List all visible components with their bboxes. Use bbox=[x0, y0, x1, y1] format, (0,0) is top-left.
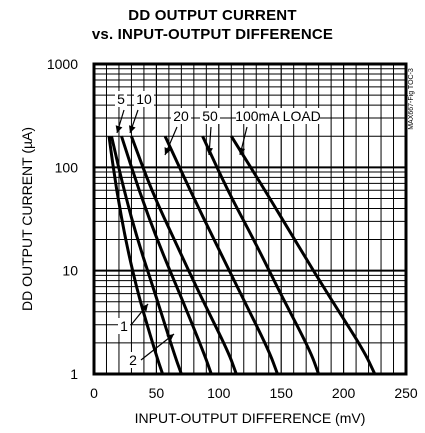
series-curve-5 bbox=[163, 135, 279, 375]
annotation-label-7: 100mA LOAD bbox=[235, 108, 321, 124]
series-curve-1 bbox=[107, 135, 165, 375]
x-tick-label: 150 bbox=[270, 385, 294, 401]
x-tick-label: 50 bbox=[149, 385, 165, 401]
annotation-label-4: 10 bbox=[136, 91, 152, 107]
annotation-arrowhead bbox=[115, 125, 123, 133]
x-tick-label: 250 bbox=[394, 385, 418, 401]
figure-id: MAX667-Fig TOC-3 bbox=[408, 68, 415, 130]
data-curves bbox=[107, 135, 377, 375]
annotation-arrowhead bbox=[140, 304, 148, 312]
annotation-label-3: 5 bbox=[117, 91, 125, 107]
annotation-arrowhead bbox=[166, 334, 174, 342]
annotation-backdrop bbox=[134, 91, 154, 107]
annotation-arrowhead bbox=[206, 147, 213, 155]
series-curve-4 bbox=[129, 135, 238, 375]
series-curve-3 bbox=[120, 135, 213, 375]
x-axis-label: INPUT-OUTPUT DIFFERENCE (mV) bbox=[135, 410, 366, 426]
x-tick-label: 100 bbox=[207, 385, 231, 401]
plot-frame bbox=[92, 62, 408, 376]
y-tick-label: 1000 bbox=[47, 56, 78, 72]
series-curve-2 bbox=[110, 135, 183, 375]
annotation-backdrop bbox=[171, 108, 191, 124]
annotation-label-1: 1 bbox=[120, 318, 128, 334]
annotation-backdrop bbox=[118, 318, 130, 334]
annotation-pointer bbox=[140, 333, 175, 361]
series-curve-7 bbox=[230, 135, 377, 375]
y-axis-label: DD OUTPUT CURRENT (µA) bbox=[19, 127, 35, 311]
y-tick-label: 10 bbox=[62, 263, 78, 279]
annotation-label-5: 20 bbox=[173, 108, 189, 124]
annotation-label-2: 2 bbox=[129, 352, 137, 368]
annotation-arrowhead bbox=[164, 147, 171, 155]
y-tick-label: 100 bbox=[55, 159, 79, 175]
y-tick-label: 1 bbox=[70, 366, 78, 382]
annotation-arrowhead bbox=[128, 125, 136, 133]
x-tick-label: 0 bbox=[90, 385, 98, 401]
chart-title-line-2: vs. INPUT-OUTPUT DIFFERENCE bbox=[91, 26, 334, 43]
annotation-backdrop bbox=[200, 108, 220, 124]
chart-title-line-1: DD OUTPUT CURRENT bbox=[128, 7, 297, 24]
annotation-backdrop bbox=[236, 108, 320, 124]
series-curve-6 bbox=[201, 135, 321, 375]
x-tick-label: 200 bbox=[332, 385, 356, 401]
annotation-arrowhead bbox=[238, 147, 246, 155]
annotation-label-6: 50 bbox=[202, 108, 218, 124]
curve-annotations: 1 2 5 10 20 50 100mA LOAD bbox=[115, 91, 321, 368]
annotation-backdrop bbox=[115, 91, 127, 107]
annotation-backdrop bbox=[127, 352, 139, 368]
